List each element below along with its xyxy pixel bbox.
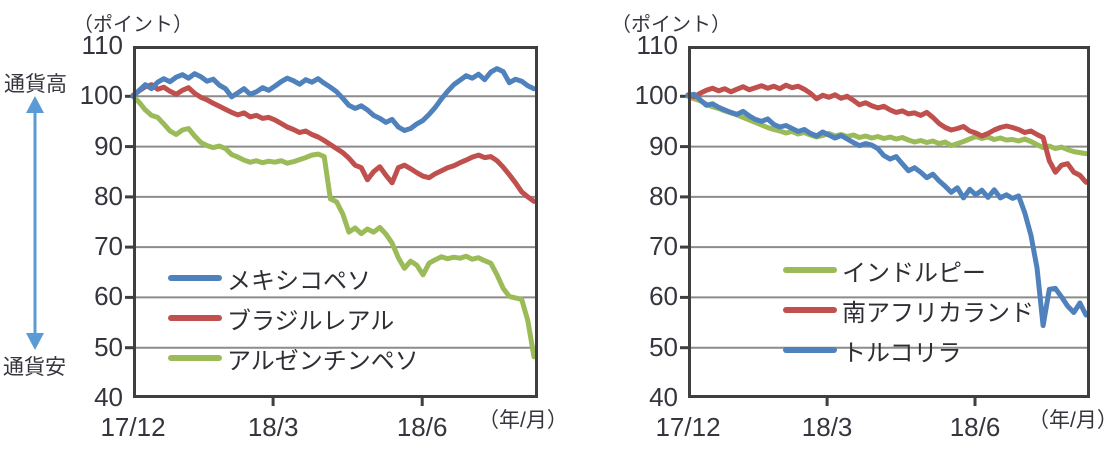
legend-label-south-african-rand: 南アフリカランド <box>842 299 1034 327</box>
y-axis-label-50: 50 <box>649 331 678 362</box>
series-line-south-african-rand <box>685 82 1089 185</box>
y-axis-label-40: 40 <box>649 381 678 412</box>
right-chart-unit-label: （ポイント） <box>611 14 731 36</box>
legend-item-mexican-peso: メキシコペソ <box>168 258 419 298</box>
right-chart-plot-area <box>680 46 1090 406</box>
series-line-indian-rupee <box>685 93 1089 157</box>
legend-item-south-african-rand: 南アフリカランド <box>783 290 1034 330</box>
y-axis-label-80: 80 <box>94 180 123 211</box>
legend-item-turkish-lira: トルコリラ <box>783 330 1034 370</box>
currency-low-label: 通貨安 <box>3 356 66 379</box>
legend-swatch-south-african-rand <box>783 307 837 313</box>
currency-high-label: 通貨高 <box>4 73 67 96</box>
y-axis-label-50: 50 <box>94 331 123 362</box>
right-chart-x-unit-label: （年/月） <box>1028 409 1117 432</box>
left-chart-unit-label: （ポイント） <box>73 14 193 36</box>
y-axis-label-70: 70 <box>94 231 123 262</box>
up-down-arrow-icon <box>26 96 44 350</box>
legend-label-mexican-peso: メキシコペソ <box>227 267 371 295</box>
y-axis-label-60: 60 <box>94 281 123 312</box>
y-axis-label-70: 70 <box>649 231 678 262</box>
y-axis-label-90: 90 <box>649 130 678 161</box>
legend-item-indian-rupee: インドルピー <box>783 250 1034 290</box>
y-axis-label-60: 60 <box>649 281 678 312</box>
series-line-turkish-lira <box>685 91 1089 329</box>
y-axis-label-110: 110 <box>636 29 678 60</box>
legend-label-indian-rupee: インドルピー <box>842 259 986 287</box>
legend-label-brazilian-real: ブラジルレアル <box>227 307 395 335</box>
legend-swatch-argentine-peso <box>168 355 222 361</box>
series-line-argentine-peso <box>130 93 537 360</box>
x-axis-label-18/6: 18/6 <box>396 412 448 442</box>
plot-border <box>133 46 538 398</box>
left-chart-legend: メキシコペソ ブラジルレアル アルゼンチンペソ <box>168 258 419 378</box>
legend-item-brazilian-real: ブラジルレアル <box>168 298 419 338</box>
y-axis-label-80: 80 <box>649 180 678 211</box>
plot-border <box>688 46 1090 398</box>
y-axis-label-100: 100 <box>79 80 123 111</box>
x-axis-label-17/12: 17/12 <box>100 412 166 442</box>
x-axis-label-18/3: 18/3 <box>801 412 853 442</box>
x-axis-label-17/12: 17/12 <box>655 412 721 442</box>
series-line-mexican-peso <box>130 66 537 133</box>
left-chart-plot-area <box>125 46 538 406</box>
legend-swatch-mexican-peso <box>168 275 222 281</box>
y-axis-label-110: 110 <box>81 29 123 60</box>
y-axis-label-40: 40 <box>94 381 123 412</box>
x-axis-label-18/3: 18/3 <box>247 412 299 442</box>
y-axis-label-90: 90 <box>94 130 123 161</box>
legend-swatch-turkish-lira <box>783 347 837 353</box>
series-line-brazilian-real <box>130 82 537 204</box>
legend-swatch-brazilian-real <box>168 315 222 321</box>
legend-label-turkish-lira: トルコリラ <box>842 339 962 367</box>
legend-item-argentine-peso: アルゼンチンペソ <box>168 338 419 378</box>
x-axis-label-18/6: 18/6 <box>949 412 1001 442</box>
y-axis-label-100: 100 <box>634 80 678 111</box>
legend-swatch-indian-rupee <box>783 267 837 273</box>
right-chart-legend: インドルピー 南アフリカランド トルコリラ <box>783 250 1034 370</box>
left-chart-x-unit-label: （年/月） <box>478 409 568 432</box>
legend-label-argentine-peso: アルゼンチンペソ <box>227 347 419 375</box>
